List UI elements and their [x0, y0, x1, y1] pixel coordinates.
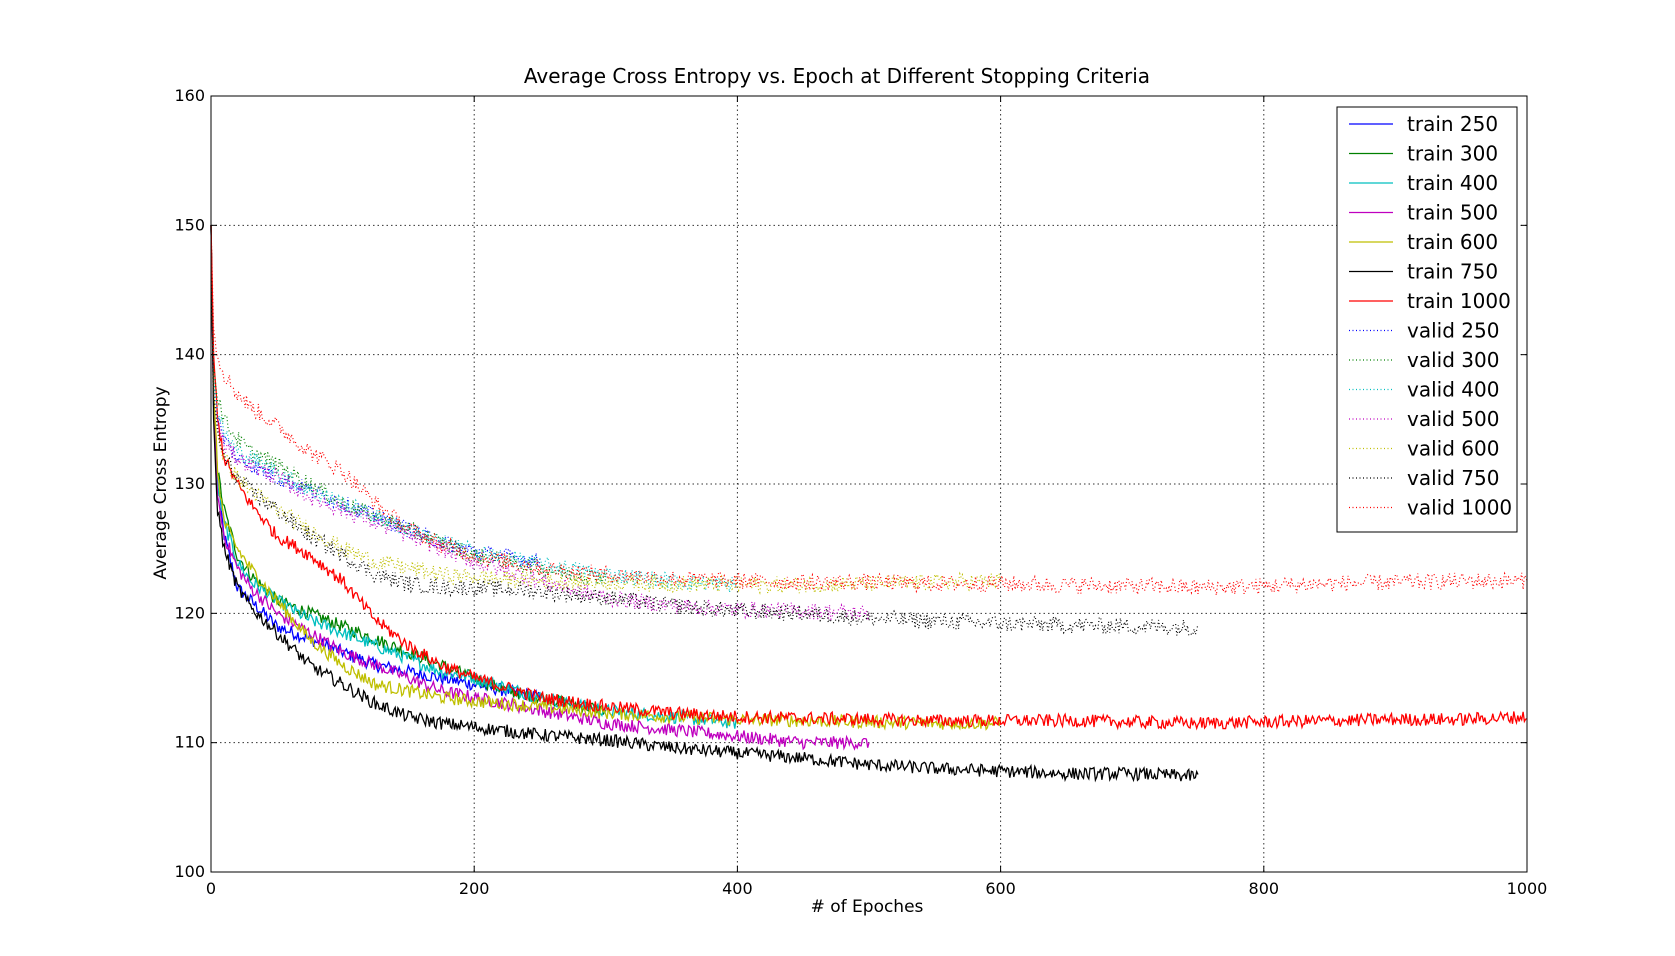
series-line-train-750	[210, 225, 1199, 783]
y-tick-label: 110	[174, 733, 205, 752]
grid	[211, 96, 1527, 872]
y-tick-label: 100	[174, 862, 205, 881]
y-tick-label: 120	[174, 603, 205, 622]
series-line-train-250	[210, 225, 541, 702]
legend-label: valid 1000	[1407, 496, 1512, 520]
series-line-train-500	[210, 225, 870, 751]
plot-area	[210, 225, 1528, 783]
series-line-valid-500	[210, 225, 870, 622]
axis-ticks: 0 200 400 600 800 1000 100 110 120 130 140 150 160	[174, 86, 1547, 898]
legend-label: train 250	[1407, 112, 1498, 136]
series-line-train-1000	[210, 225, 1528, 731]
x-axis-label: # of Epoches	[811, 897, 924, 917]
legend-label: valid 750	[1407, 466, 1499, 490]
series-line-valid-250	[210, 225, 541, 569]
x-tick-label: 200	[459, 879, 490, 898]
legend-label: train 300	[1407, 142, 1498, 166]
series-line-valid-400	[210, 225, 738, 593]
y-tick-label: 160	[174, 86, 205, 105]
series-line-valid-600	[210, 225, 1002, 595]
legend-label: train 1000	[1407, 289, 1511, 313]
x-tick-label: 400	[722, 879, 753, 898]
legend: train 250 train 300 train 400 train 500 trai…	[1336, 106, 1518, 533]
y-axis-label: Average Cross Entropy	[151, 386, 171, 579]
legend-label: train 600	[1407, 230, 1498, 254]
series-line-valid-1000	[210, 225, 1528, 597]
x-tick-label: 1000	[1507, 879, 1548, 898]
legend-label: train 400	[1407, 171, 1498, 195]
y-tick-label: 140	[174, 345, 205, 364]
legend-label: valid 600	[1407, 437, 1499, 461]
series-line-train-300	[210, 225, 607, 715]
legend-label: valid 300	[1407, 348, 1499, 372]
y-tick-label: 130	[174, 474, 205, 493]
x-tick-label: 0	[206, 879, 216, 898]
y-tick-label: 150	[174, 215, 205, 234]
legend-label: train 500	[1407, 201, 1498, 225]
legend-label: valid 500	[1407, 407, 1499, 431]
x-tick-label: 800	[1249, 879, 1280, 898]
legend-box	[1336, 106, 1518, 533]
series-line-train-600	[210, 225, 1002, 731]
chart-title: Average Cross Entropy vs. Epoch at Diffe…	[524, 64, 1150, 88]
legend-label: valid 400	[1407, 378, 1499, 402]
legend-label: train 750	[1407, 260, 1498, 284]
x-tick-label: 600	[985, 879, 1016, 898]
series-line-train-400	[210, 225, 738, 729]
legend-label: valid 250	[1407, 319, 1499, 343]
